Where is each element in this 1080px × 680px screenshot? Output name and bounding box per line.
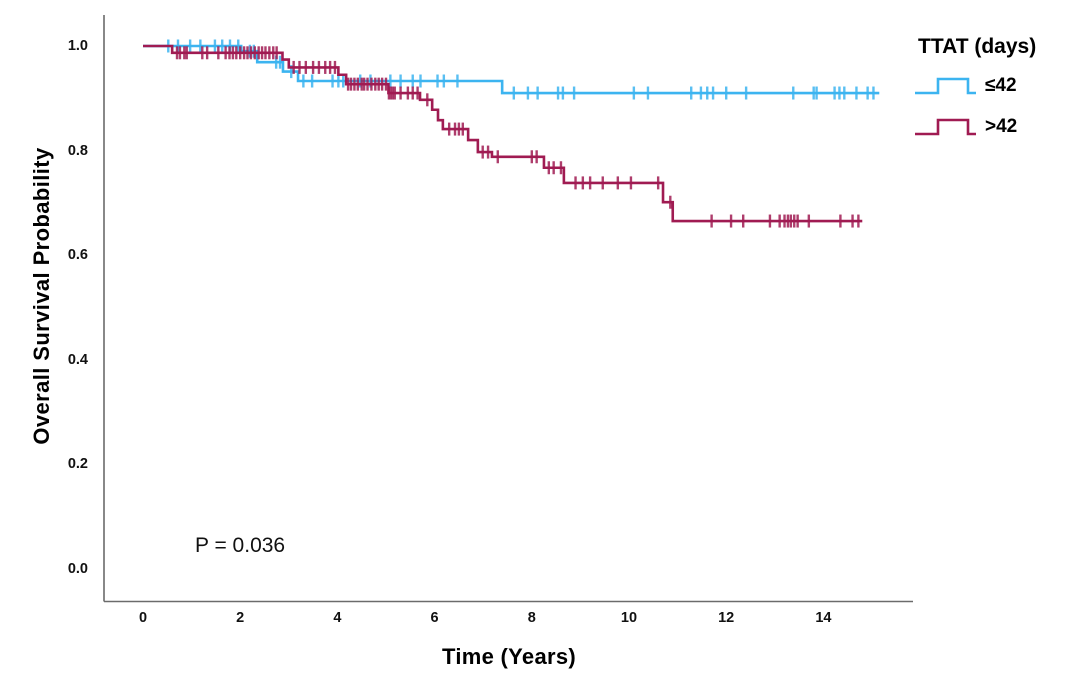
x-tick-label: 8 (527, 610, 536, 626)
y-axis-title: Overall Survival Probability (29, 147, 54, 445)
legend-swatch-le42 (915, 77, 976, 95)
y-tick-label: 0.2 (67, 456, 88, 472)
legend-label-gt42: >42 (985, 116, 1018, 137)
x-tick-label: 0 (138, 610, 148, 626)
p-value-annotation: P = 0.036 (195, 534, 286, 557)
legend-title: TTAT (days) (918, 35, 1037, 58)
x-tick-label: 4 (333, 610, 342, 626)
x-tick-label: 10 (620, 610, 638, 626)
legend-label-le42: ≤42 (985, 75, 1017, 96)
x-tick-label: 2 (236, 610, 245, 626)
x-tick-label: 6 (430, 610, 439, 626)
x-axis-title: Time (Years) (441, 644, 577, 669)
x-tick-label: 12 (718, 610, 735, 626)
y-tick-label: 0.8 (67, 142, 88, 159)
survival-curve-gt42 (143, 44, 863, 223)
x-tick-label: 14 (815, 610, 832, 626)
y-tick-label: 0.4 (67, 351, 88, 368)
y-tick-label: 1.0 (67, 38, 88, 54)
y-tick-label: 0.0 (67, 560, 88, 577)
legend-swatch-gt42 (915, 118, 976, 136)
y-tick-label: 0.6 (67, 247, 88, 263)
